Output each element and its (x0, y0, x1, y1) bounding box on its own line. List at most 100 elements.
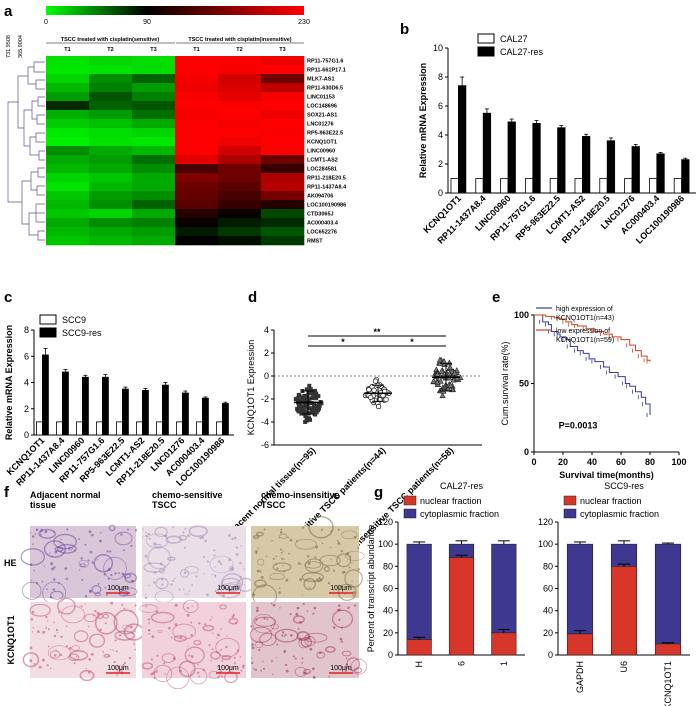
micrograph-tex-1-2-6 (350, 658, 367, 675)
heatmap-gene-rp11-661p17-1: RP11-661P17.1 (307, 68, 346, 74)
micrograph-dot-1-1-59 (212, 632, 214, 634)
micrograph-dot-0-1-7 (228, 558, 231, 562)
micrograph-dot-1-0-4 (84, 603, 86, 605)
chart_b-bar-cal27-8 (648, 178, 658, 194)
micrograph-dot-0-0-52 (53, 531, 55, 534)
chart_c-bar-scc9-6 (155, 421, 163, 436)
heatmap-cell-0-5 (261, 56, 305, 66)
micrograph-dot-0-1-39 (213, 549, 216, 552)
chart_g1-ytick-6: 120 (378, 517, 393, 527)
micrograph-dot-0-1-22 (228, 578, 230, 580)
panel-letter-g: g (374, 484, 383, 501)
micrograph-dot-0-1-47 (188, 590, 191, 593)
micrograph-tex-1-0-4 (113, 609, 139, 635)
micrograph-dot-1-2-25 (332, 626, 336, 629)
micrograph-dot-1-1-55 (216, 651, 219, 654)
micrograph-dot-1-2-64 (302, 602, 305, 605)
micrograph-dot-1-0-68 (134, 604, 137, 607)
heatmap-cell-2-2 (132, 74, 176, 84)
micrograph-tex-1-0-16 (102, 613, 109, 619)
micrograph-tex-0-0-5 (56, 543, 77, 554)
micrograph-dot-1-1-32 (221, 659, 224, 662)
chart_g2-title: SCC9-res (604, 481, 644, 491)
micrograph-dot-0-0-46 (106, 570, 108, 572)
chart_c-bar-scc9-res-8 (201, 397, 209, 436)
chart_g1-bar-nuclear-gapdh (406, 639, 432, 656)
micrograph-dot-1-1-7 (216, 637, 218, 639)
panel-f-micrographs: Adjacent normaltissuechemo-sensitiveTSCC… (4, 490, 367, 690)
chart-d-point-g0-19 (307, 383, 312, 388)
micrograph-dot-1-1-18 (225, 645, 228, 649)
heatmap-cell-5-1 (89, 101, 133, 111)
micrograph-dot-0-2-59 (307, 561, 311, 565)
micrograph-dot-0-1-38 (228, 534, 231, 537)
chart-e-legend-1-1: KCNQ1OT1(n=59) (556, 337, 614, 344)
micrograph-dot-1-0-23 (121, 603, 124, 606)
micrograph-dot-0-0-17 (91, 533, 94, 537)
micrograph-tex-0-2-2 (272, 562, 292, 572)
heatmap-cell-19-1 (89, 227, 133, 237)
micrograph-dot-1-2-42 (297, 628, 300, 631)
micrograph-dot-0-2-10 (332, 569, 336, 572)
micrograph-tex-0-1-16 (178, 534, 188, 541)
chart-d-point-g0-57 (308, 417, 313, 422)
micrograph-dot-0-0-32 (43, 565, 46, 567)
heatmap-cell-13-1 (89, 173, 133, 183)
micrograph-tex-1-1-19 (202, 624, 215, 632)
chart-d-ytick-2: -2 (261, 394, 269, 404)
chart-d-point-g0-41 (309, 391, 314, 396)
heatmap-cell-16-4 (218, 200, 262, 210)
micrograph-dot-1-2-30 (263, 617, 266, 620)
micrograph-dot-1-2-41 (294, 657, 297, 660)
dendro-tick-1: 731.9508 (6, 35, 12, 58)
heatmap-cell-18-3 (175, 218, 219, 228)
micrograph-dot-1-2-66 (258, 649, 260, 652)
heatmap-cell-13-2 (132, 173, 176, 183)
micrograph-dot-0-0-41 (31, 580, 33, 582)
heatmap-cell-5-2 (132, 101, 176, 111)
panel-f-col-1-1: TSCC (152, 500, 177, 510)
micrograph-tex-0-0-21 (123, 573, 132, 579)
micrograph-dot-1-2-49 (251, 643, 254, 646)
chart-d-point-g2-37 (451, 369, 458, 376)
micrograph-dot-0-2-23 (340, 549, 343, 553)
heatmap-cell-16-0 (46, 200, 90, 210)
heatmap-cell-10-0 (46, 146, 90, 156)
micrograph-dot-0-1-15 (161, 578, 164, 581)
heatmap-gene-linc01153: LINC01153 (307, 95, 335, 101)
micrograph-dot-0-2-47 (283, 558, 285, 561)
chart_b-bar-cal27-6 (599, 178, 608, 194)
heatmap-cell-7-5 (261, 119, 305, 129)
chart_c-bar-scc9-res-1 (62, 371, 69, 436)
micrograph-dot-1-0-22 (47, 645, 50, 648)
micrograph-dot-0-1-8 (159, 562, 163, 566)
micrograph-dot-0-1-34 (199, 537, 202, 540)
micrograph-dot-1-2-53 (313, 606, 317, 610)
chart-d-point-g2-55 (434, 370, 441, 377)
chart-d-point-g2-4 (446, 359, 453, 366)
scalebar-label-0-2: 100μm (330, 585, 352, 592)
micrograph-dot-0-0-28 (107, 577, 110, 580)
micrograph-tex-0-2-7 (341, 530, 358, 540)
micrograph-dot-0-2-49 (337, 528, 340, 531)
chart-e-curve-1 (534, 314, 651, 362)
micrograph-dot-1-0-69 (123, 607, 126, 610)
chart-d-sig-label-2: ** (373, 327, 381, 337)
heatmap-cell-6-2 (132, 110, 176, 120)
micrograph-dot-0-0-51 (57, 582, 61, 585)
heatmap-cell-9-1 (89, 137, 133, 147)
chart-d-point-g0-87 (317, 403, 322, 408)
micrograph-dot-1-0-11 (68, 647, 72, 650)
chart_b-bar-cal27-1 (475, 178, 484, 194)
chart-d-point-g0-78 (301, 406, 306, 411)
micrograph-dot-1-1-11 (153, 676, 156, 680)
micrograph-dot-0-0-35 (59, 541, 61, 543)
heatmap-cell-6-0 (46, 110, 90, 120)
micrograph-dot-1-0-5 (29, 659, 33, 663)
heatmap-gene-kcnq1ot1: KCNQ1OT1 (307, 140, 337, 146)
chart_b-bar-cal27-res-5 (582, 136, 591, 194)
chart_c-ytick-0: 0 (24, 430, 29, 440)
micrograph-dot-0-1-30 (235, 553, 239, 556)
micrograph-dot-0-1-63 (230, 567, 234, 571)
